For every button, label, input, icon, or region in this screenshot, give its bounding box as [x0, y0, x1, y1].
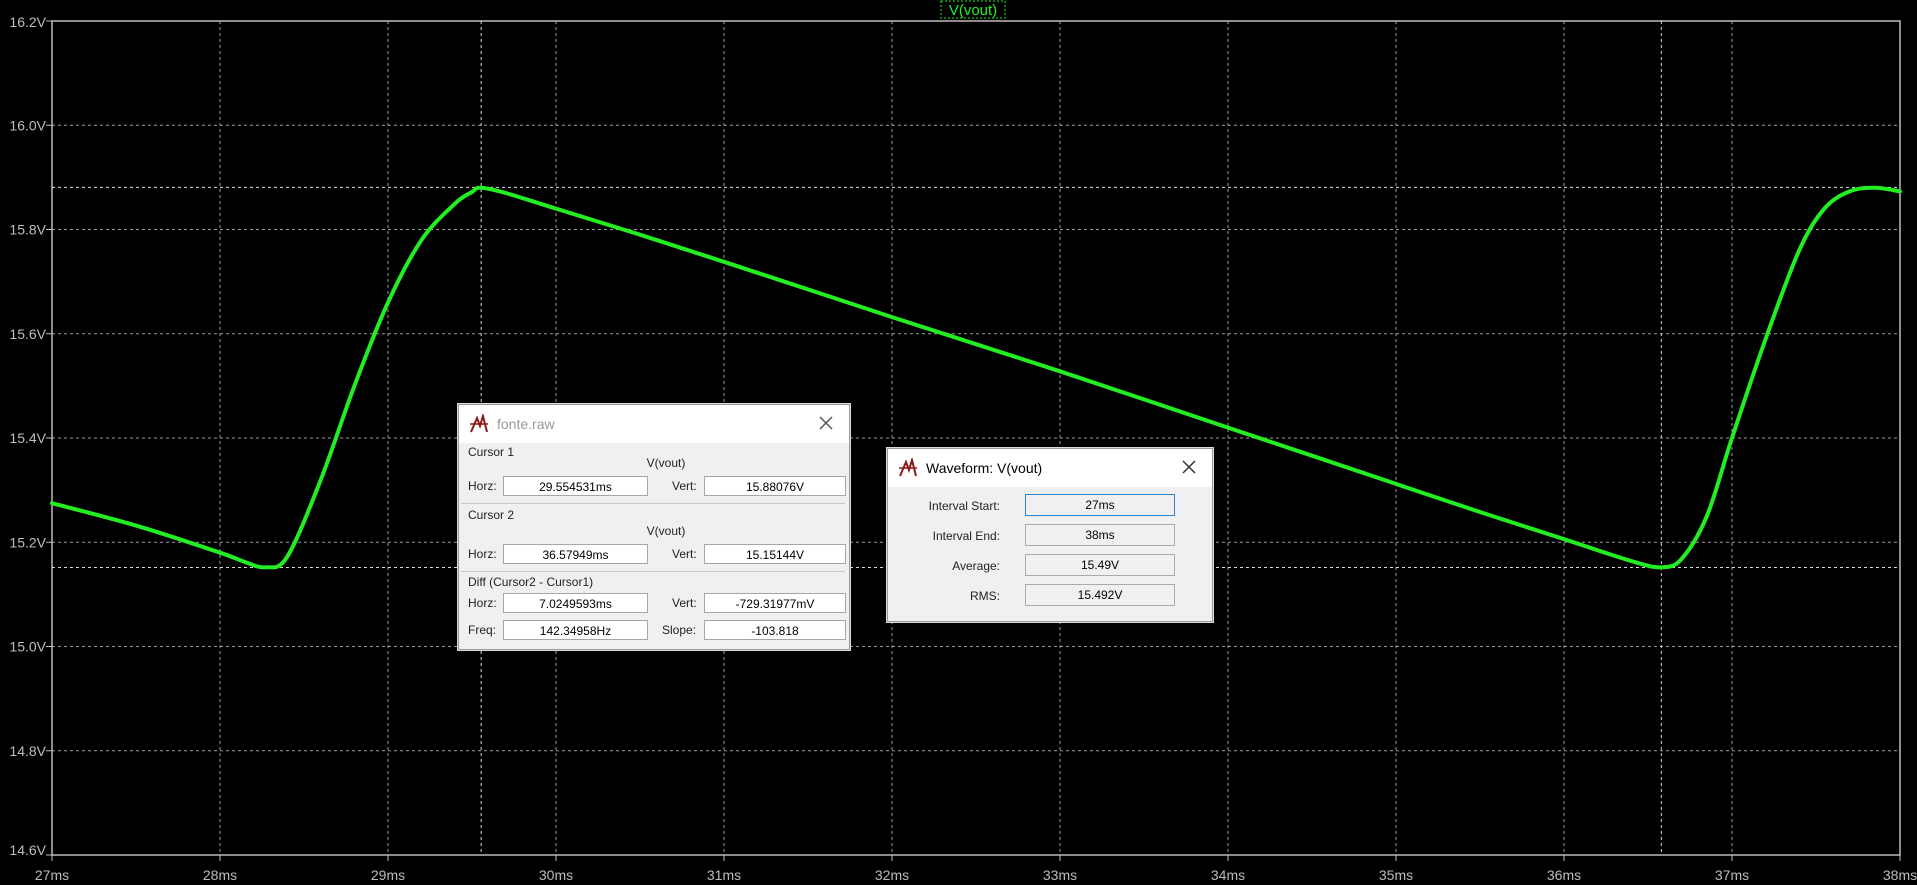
y-tick-label: 14.8V	[9, 743, 46, 759]
y-tick-label: 15.6V	[9, 326, 46, 342]
cursor-dialog-title: fonte.raw	[497, 416, 555, 432]
cursor1-horz-label: Horz:	[468, 479, 497, 493]
slope-field[interactable]: -103.818	[704, 620, 846, 640]
x-tick-label: 34ms	[1211, 867, 1245, 883]
x-tick-label: 37ms	[1715, 867, 1749, 883]
cursor2-vert-field[interactable]: 15.15144V	[704, 544, 846, 564]
plot-axes	[46, 20, 1901, 861]
trace-vout-line	[50, 185, 1902, 570]
diff-vert-label: Vert:	[672, 596, 697, 610]
cursor2-horz-label: Horz:	[468, 547, 497, 561]
cursor1-label: Cursor 1	[468, 445, 515, 459]
divider	[461, 503, 845, 504]
trace-layer	[50, 185, 1902, 570]
cursor1-signal: V(vout)	[646, 456, 686, 470]
cursor-dialog-titlebar[interactable]: fonte.raw	[459, 405, 849, 443]
x-tick-label: 27ms	[35, 867, 69, 883]
x-tick-label: 33ms	[1043, 867, 1077, 883]
interval-start-label: Interval Start:	[928, 499, 1000, 513]
x-tick-label: 31ms	[707, 867, 741, 883]
trace-title[interactable]: V(vout)	[940, 0, 1006, 19]
cursor1-vert-label: Vert:	[672, 479, 697, 493]
axis-tick-labels: 27ms 28ms 29ms 30ms 31ms 32ms 33ms 34ms 35ms 36ms…	[9, 14, 1917, 883]
y-tick-label: 16.2V	[9, 14, 46, 30]
slope-label: Slope:	[662, 623, 697, 637]
average-label: Average:	[952, 559, 1000, 573]
x-tick-label: 30ms	[539, 867, 573, 883]
ltspice-icon	[899, 458, 917, 477]
y-tick-label: 15.0V	[9, 639, 46, 655]
y-tick-label: 15.2V	[9, 534, 46, 550]
trace-title-box	[940, 0, 1006, 19]
interval-end-label: Interval End:	[932, 529, 1000, 543]
ltspice-icon	[470, 414, 488, 433]
cursor1-horz-field[interactable]: 29.554531ms	[503, 476, 648, 496]
x-tick-label: 38ms	[1883, 867, 1917, 883]
interval-end-field[interactable]: 38ms	[1025, 524, 1175, 546]
y-tick-label: 16.0V	[9, 117, 46, 133]
close-icon[interactable]	[1180, 458, 1198, 476]
y-tick-label: 15.4V	[9, 430, 46, 446]
cursor2-horz-field[interactable]: 36.57949ms	[503, 544, 648, 564]
rms-label: RMS:	[970, 589, 1000, 603]
freq-field[interactable]: 142.34958Hz	[503, 620, 648, 640]
y-tick-label: 14.6V	[9, 842, 46, 858]
trace-title-label[interactable]: V(vout)	[949, 2, 997, 19]
diff-label: Diff (Cursor2 - Cursor1)	[468, 575, 594, 589]
cursor1-vert-field[interactable]: 15.88076V	[704, 476, 846, 496]
waveform-dialog-title: Waveform: V(vout)	[926, 460, 1043, 476]
waveform-dialog-titlebar[interactable]: Waveform: V(vout)	[888, 449, 1212, 487]
x-tick-label: 29ms	[371, 867, 405, 883]
rms-field[interactable]: 15.492V	[1025, 584, 1175, 606]
waveform-dialog[interactable]: Waveform: V(vout) Interval Start: 27ms I…	[887, 448, 1213, 622]
x-tick-label: 36ms	[1547, 867, 1581, 883]
close-icon[interactable]	[817, 414, 835, 432]
interval-start-field[interactable]: 27ms	[1025, 494, 1175, 516]
cursor2-label: Cursor 2	[468, 508, 515, 522]
freq-label: Freq:	[468, 623, 497, 637]
cursor2-vert-label: Vert:	[672, 547, 697, 561]
x-tick-label: 32ms	[875, 867, 909, 883]
diff-horz-label: Horz:	[468, 596, 497, 610]
divider	[461, 571, 845, 572]
x-tick-label: 35ms	[1379, 867, 1413, 883]
average-field[interactable]: 15.49V	[1025, 554, 1175, 576]
diff-horz-field[interactable]: 7.0249593ms	[503, 593, 648, 613]
plot-grid	[52, 21, 1900, 855]
diff-vert-field[interactable]: -729.31977mV	[704, 593, 846, 613]
cursor2-signal: V(vout)	[646, 524, 686, 538]
y-tick-label: 15.8V	[9, 222, 46, 238]
cursor-dialog[interactable]: fonte.raw Cursor 1 V(vout) Horz: 29.5545…	[458, 404, 850, 650]
x-tick-label: 28ms	[203, 867, 237, 883]
plot-frame	[51, 20, 1901, 856]
